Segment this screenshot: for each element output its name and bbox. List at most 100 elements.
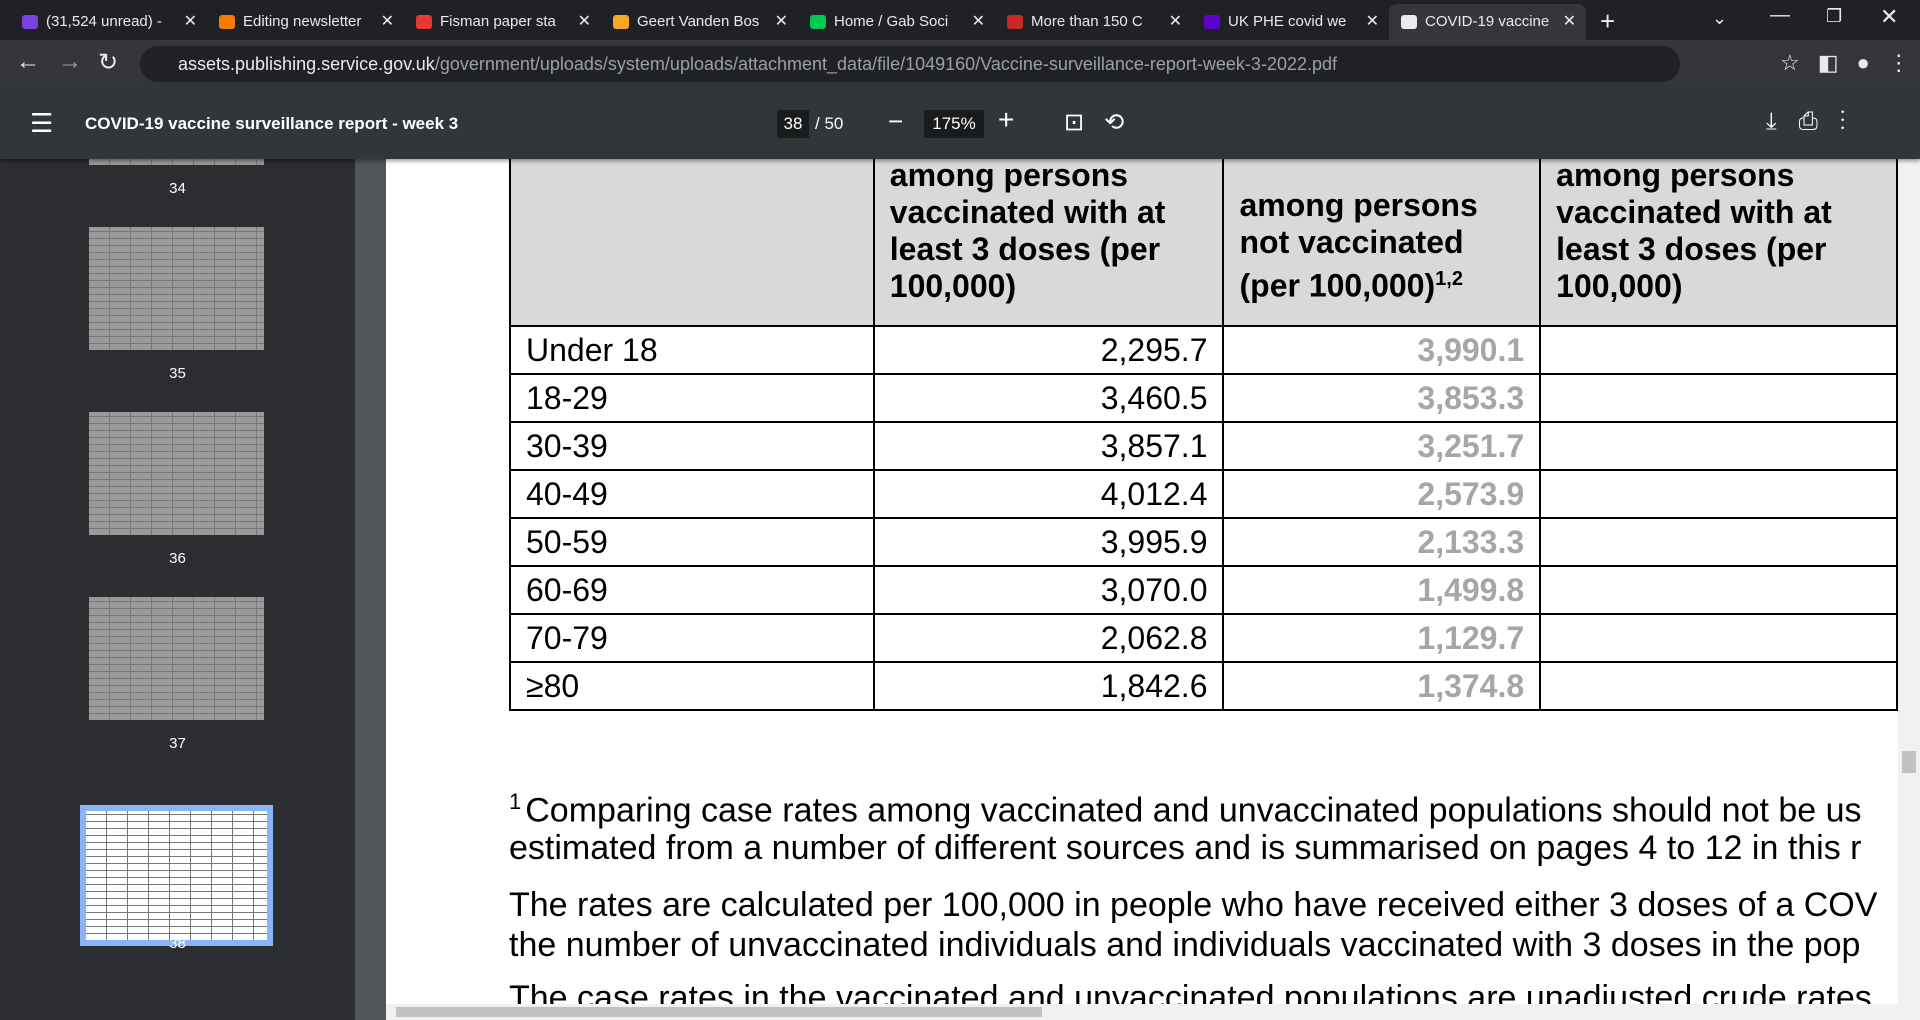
table-row: ≥80 1,842.6 1,374.8 xyxy=(509,661,1898,711)
table-cell: 1,129.7 xyxy=(1222,613,1542,663)
table-cell xyxy=(1539,373,1898,423)
table-cell: 1,499.8 xyxy=(1222,565,1542,615)
pdf-toolbar: ☰ COVID-19 vaccine surveillance report -… xyxy=(0,88,1920,159)
table-cell: 2,295.7 xyxy=(872,325,1225,375)
tab[interactable]: More than 150 C ✕ xyxy=(995,4,1192,40)
table-cell: 3,853.3 xyxy=(1222,373,1542,423)
minimize[interactable]: — xyxy=(1770,4,1790,26)
page-input[interactable]: 38 xyxy=(777,110,809,138)
table-cell: 2,573.9 xyxy=(1222,469,1542,519)
table-row: 60-69 3,070.0 1,499.8 xyxy=(509,565,1898,615)
table-cell: 50-59 xyxy=(509,517,875,567)
tab-title: UK PHE covid we xyxy=(1228,13,1347,30)
url-field[interactable]: assets.publishing.service.gov.uk/governm… xyxy=(140,46,1680,82)
tab-icon xyxy=(22,15,38,29)
tab-close[interactable]: ✕ xyxy=(1168,13,1182,30)
tab[interactable]: (31,524 unread) - ✕ xyxy=(10,4,207,40)
table-cell: 40-49 xyxy=(509,469,875,519)
table-row: 18-29 3,460.5 3,853.3 xyxy=(509,373,1898,423)
tab[interactable]: Geert Vanden Bos ✕ xyxy=(601,4,798,40)
header-text: among persons not vaccinated (per 100,00… xyxy=(1239,187,1478,304)
table-cell xyxy=(1539,613,1898,663)
table-cell: 60-69 xyxy=(509,565,875,615)
menu[interactable]: ☰ xyxy=(30,108,54,138)
table-cell: 2,062.8 xyxy=(872,613,1225,663)
table-cell xyxy=(1539,565,1898,615)
download-print[interactable]: ⤓⎙⋮ xyxy=(1766,108,1868,135)
table-cell: 3,460.5 xyxy=(872,373,1225,423)
tab-title: COVID-19 vaccine xyxy=(1425,13,1550,30)
footnote-text: the number of unvaccinated individuals a… xyxy=(509,926,1861,964)
thumbnail-sidebar: 34 35 36 37 38 xyxy=(0,159,355,1020)
rates-table: among persons vaccinated with at least 3… xyxy=(509,159,1898,711)
close-window[interactable]: ✕ xyxy=(1880,4,1899,29)
tab-close[interactable]: ✕ xyxy=(774,13,788,30)
table-cell: 3,995.9 xyxy=(872,517,1225,567)
footnote-text: The case rates in the vaccinated and unv… xyxy=(509,979,1872,1004)
table-cell: 30-39 xyxy=(509,421,875,471)
tab-title: More than 150 C xyxy=(1031,13,1143,30)
table-cell: 2,133.3 xyxy=(1222,517,1542,567)
tab[interactable]: COVID-19 vaccine ✕ xyxy=(1389,4,1586,40)
tab-close[interactable]: ✕ xyxy=(971,13,985,30)
zoom-input[interactable]: 175% xyxy=(924,110,984,138)
tab-close[interactable]: ✕ xyxy=(1365,13,1379,30)
zoom-out[interactable]: − xyxy=(888,106,904,136)
header: among persons vaccinated with at least 3… xyxy=(1539,159,1898,327)
url-host: assets.publishing.service.gov.uk xyxy=(178,54,435,74)
header: among persons not vaccinated (per 100,00… xyxy=(1222,159,1542,327)
new-tab[interactable]: + xyxy=(1600,6,1616,36)
zoom-in[interactable]: + xyxy=(998,104,1015,135)
scroll-thumb[interactable] xyxy=(1902,751,1916,773)
table-cell: 1,842.6 xyxy=(872,661,1225,711)
tab[interactable]: Home / Gab Soci ✕ xyxy=(798,4,995,40)
table-cell: ≥80 xyxy=(509,661,875,711)
browser-actions[interactable]: ☆◧●⋮ xyxy=(1780,50,1920,75)
tab-title: (31,524 unread) - xyxy=(46,13,162,30)
reload[interactable]: ↻ xyxy=(98,49,119,76)
tab-title: Fisman paper sta xyxy=(440,13,556,30)
page-total: / 50 xyxy=(815,114,844,133)
horizontal-scrollbar[interactable] xyxy=(386,1004,1898,1020)
page-thumbnail[interactable] xyxy=(80,805,273,946)
tab-icon xyxy=(810,15,826,29)
footnote-text: estimated from a number of different sou… xyxy=(509,829,1862,867)
thumbnail-label: 38 xyxy=(169,935,186,952)
tab-close[interactable]: ✕ xyxy=(1562,13,1576,30)
vertical-scrollbar[interactable] xyxy=(1898,159,1920,1020)
tab-close[interactable]: ✕ xyxy=(183,13,197,30)
forward[interactable]: → xyxy=(58,48,82,75)
footnote-text: Comparing case rates among vaccinated an… xyxy=(525,791,1862,830)
tab[interactable]: Fisman paper sta ✕ xyxy=(404,4,601,40)
footnote-line: the number of unvaccinated individuals a… xyxy=(509,926,1860,965)
table-row: 70-79 2,062.8 1,129.7 xyxy=(509,613,1898,663)
page-thumbnail[interactable] xyxy=(89,597,264,720)
restore[interactable]: ❐ xyxy=(1826,6,1843,26)
tab[interactable]: Editing newsletter ✕ xyxy=(207,4,404,40)
thumbnail-label: 36 xyxy=(169,550,186,567)
table-cell: 3,990.1 xyxy=(1222,325,1542,375)
tab-icon xyxy=(1007,15,1023,29)
tab-icon xyxy=(416,15,432,29)
tab-close[interactable]: ✕ xyxy=(577,13,591,30)
superscript: 1,2 xyxy=(1435,268,1463,291)
footnote-line: 1 Comparing case rates among vaccinated a… xyxy=(509,789,1862,830)
page-thumbnail[interactable] xyxy=(89,227,264,350)
scroll-thumb[interactable] xyxy=(396,1007,1042,1017)
page-thumbnail[interactable] xyxy=(89,412,264,535)
tab-close[interactable]: ✕ xyxy=(380,13,394,30)
tab-icon xyxy=(1204,15,1220,29)
thumbnail-label: 37 xyxy=(169,735,186,752)
header: among persons vaccinated with at least 3… xyxy=(872,159,1225,327)
tab[interactable]: UK PHE covid we ✕ xyxy=(1192,4,1389,40)
table-cell: 3,070.0 xyxy=(872,565,1225,615)
back[interactable]: ← xyxy=(16,48,40,75)
fit-rotate[interactable]: ⊡⟲ xyxy=(1064,109,1145,136)
header-text: among persons vaccinated with at least 3… xyxy=(1556,159,1832,304)
tab-search[interactable]: ⌄ xyxy=(1712,8,1728,28)
page-thumbnail[interactable] xyxy=(89,159,264,165)
thumbnail-label: 35 xyxy=(169,365,186,382)
table-cell xyxy=(1539,325,1898,375)
tab-title: Editing newsletter xyxy=(243,13,362,30)
